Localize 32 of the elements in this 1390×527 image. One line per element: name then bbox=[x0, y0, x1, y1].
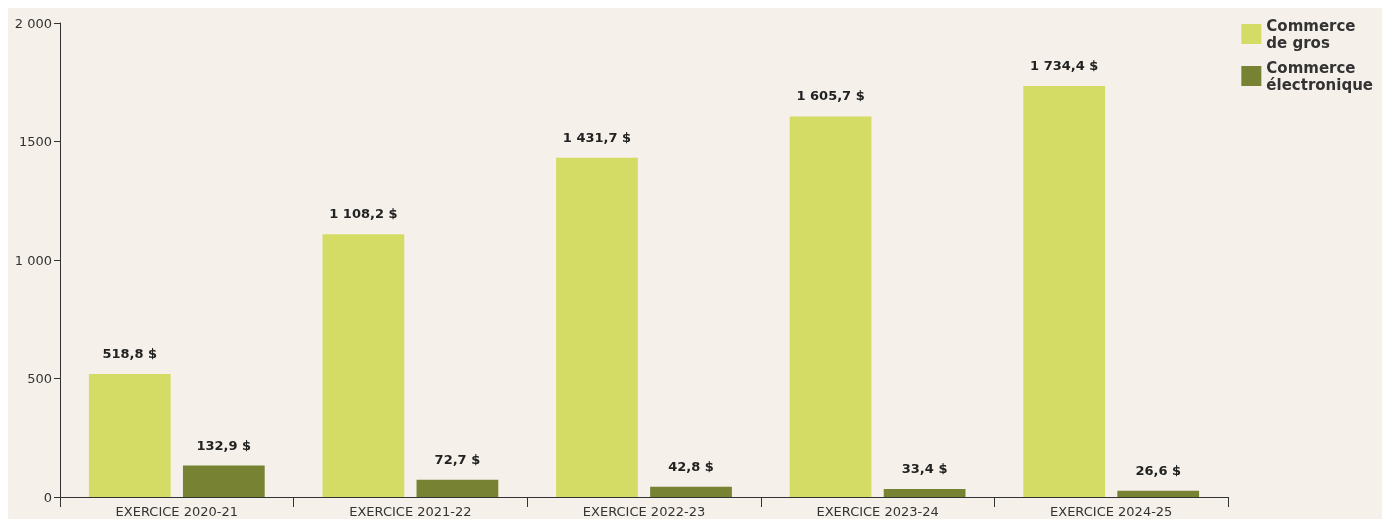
y-tick-label: 1 000 bbox=[14, 252, 52, 268]
bar bbox=[416, 479, 499, 497]
legend-label: Commerce de gros bbox=[1266, 16, 1356, 52]
y-tick-label: 2 000 bbox=[14, 15, 52, 31]
bar bbox=[88, 374, 171, 497]
data-label: 42,8 $ bbox=[668, 458, 714, 474]
x-tick-label: EXERCICE 2020-21 bbox=[115, 504, 238, 519]
y-tick-label: 500 bbox=[27, 371, 52, 386]
bar bbox=[182, 465, 265, 497]
x-tick-label: EXERCICE 2021-22 bbox=[349, 504, 472, 519]
bar bbox=[1117, 490, 1200, 497]
data-label: 1 108,2 $ bbox=[329, 206, 398, 222]
bar bbox=[650, 486, 732, 497]
bar bbox=[883, 489, 966, 497]
bar bbox=[556, 157, 638, 497]
x-tick-label: EXERCICE 2023-24 bbox=[816, 504, 939, 519]
x-tick-label: EXERCICE 2024-25 bbox=[1050, 504, 1173, 519]
bar bbox=[1023, 85, 1106, 497]
y-tick-label: 1500 bbox=[18, 134, 52, 149]
x-tick-label: EXERCICE 2022-23 bbox=[582, 504, 706, 519]
data-label: 518,8 $ bbox=[102, 346, 158, 362]
data-label: 72,7 $ bbox=[434, 451, 481, 467]
data-label: 1 734,4 $ bbox=[1030, 57, 1099, 73]
bar bbox=[789, 116, 872, 497]
legend-label: Commerce électronique bbox=[1266, 58, 1374, 94]
data-label: 132,9 $ bbox=[196, 437, 252, 453]
data-label: 33,4 $ bbox=[901, 461, 948, 477]
bar bbox=[322, 234, 405, 497]
data-label: 1 605,7 $ bbox=[796, 88, 865, 104]
y-tick-label: 0 bbox=[43, 489, 52, 505]
data-label: 1 431,7 $ bbox=[562, 129, 632, 145]
data-label: 26,6 $ bbox=[1135, 462, 1182, 478]
